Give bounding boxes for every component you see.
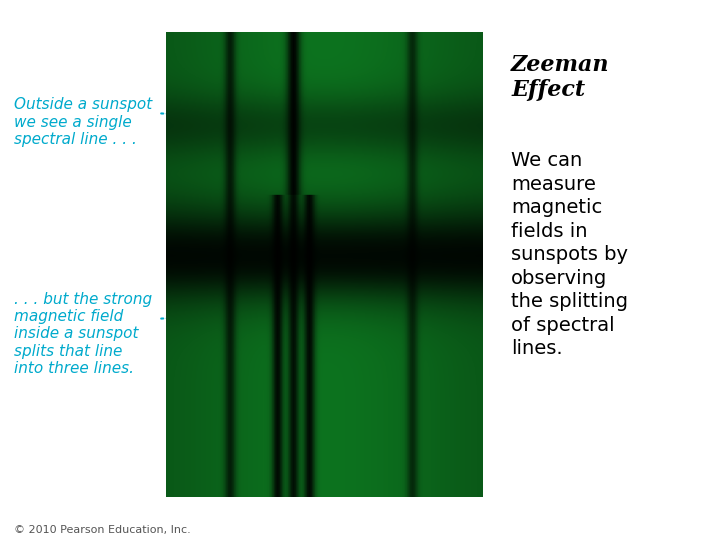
Text: Outside a sunspot
we see a single
spectral line . . .: Outside a sunspot we see a single spectr… [14,97,153,147]
Text: . . . but the strong
magnetic field
inside a sunspot
splits that line
into three: . . . but the strong magnetic field insi… [14,292,153,376]
Text: We can
measure
magnetic
fields in
sunspots by
observing
the splitting
of spectra: We can measure magnetic fields in sunspo… [511,151,628,358]
Text: Zeeman
Effect: Zeeman Effect [511,54,610,102]
Text: © 2010 Pearson Education, Inc.: © 2010 Pearson Education, Inc. [14,524,191,535]
Bar [166,32,482,497]
